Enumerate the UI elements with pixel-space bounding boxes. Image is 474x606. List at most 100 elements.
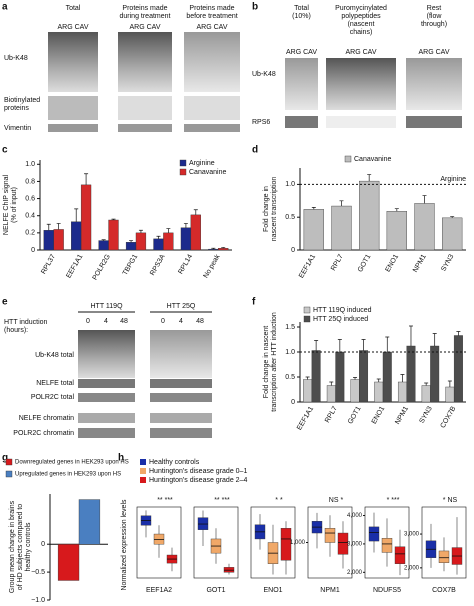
x-tick-label: POLR2G — [92, 253, 112, 281]
y-tick-label: 0.5 — [285, 374, 295, 381]
bar — [406, 345, 416, 403]
error-bar — [337, 339, 342, 352]
legend-swatch — [140, 459, 146, 465]
panel-letter: h — [118, 453, 124, 464]
bar — [311, 350, 321, 403]
y-tick-label: 0 — [31, 247, 35, 254]
blot-header: Proteins made — [189, 5, 234, 12]
bar — [53, 229, 64, 251]
blot-header: (flow — [427, 13, 443, 20]
x-tick-label: EEF1A1 — [65, 253, 84, 279]
blot-image — [406, 58, 462, 110]
bar — [445, 386, 455, 403]
panel-letter: e — [2, 297, 8, 308]
gene-label: NPM1 — [320, 587, 340, 594]
blot-image — [150, 413, 212, 423]
legend-label: Healthy controls — [149, 459, 200, 466]
x-tick-label: NPM1 — [394, 405, 410, 425]
construct-label: HTT 119Q — [90, 303, 123, 310]
lane-label: ARG CAV — [419, 49, 450, 56]
y-tick-label: 0.5 — [285, 214, 295, 221]
legend-label: Downregulated genes in HEK293 upon HS — [15, 460, 129, 466]
blot-image — [48, 124, 98, 132]
gene-label: ENO1 — [263, 587, 282, 594]
blot-header: (10%) — [292, 13, 311, 20]
y-axis-label: NELFE ChIP signal — [3, 174, 10, 235]
blot-image — [184, 96, 240, 120]
x-tick-label: RPL14 — [177, 253, 194, 275]
bar — [180, 227, 192, 251]
bar — [190, 214, 201, 251]
box — [438, 550, 450, 563]
x-tick-label: GOT1 — [347, 405, 363, 425]
row-label: POLR2C chromatin — [13, 430, 74, 437]
bar — [57, 544, 80, 581]
row-label: proteins — [4, 105, 29, 112]
legend-label: Arginine — [189, 160, 215, 167]
bar — [108, 219, 119, 251]
legend-swatch — [5, 458, 13, 466]
error-bar — [314, 340, 319, 351]
blot-image — [48, 96, 98, 120]
blot-header: before treatment — [186, 13, 237, 20]
y-axis-label: Normalized expression levels — [121, 499, 128, 591]
error-bar — [74, 208, 79, 222]
bar — [125, 242, 137, 251]
x-tick-label: GOT1 — [357, 253, 373, 273]
bar — [442, 217, 463, 251]
subplot-frame — [250, 506, 296, 579]
y-axis-label: of HD subjects compared to — [17, 504, 24, 590]
error-bar — [450, 216, 455, 218]
blot-header: Total — [66, 5, 81, 12]
blot-header: Proteins made — [122, 5, 167, 12]
legend-swatch — [344, 155, 352, 163]
blot-header: during treatment — [120, 13, 171, 20]
error-bar — [394, 208, 399, 212]
y-tick-label: 1.5 — [285, 324, 295, 331]
x-tick-label: EEF1A1 — [298, 253, 317, 279]
error-bar — [101, 239, 106, 241]
x-tick-label: RPL7 — [330, 253, 345, 272]
error-bar — [339, 200, 344, 207]
induction-label: (hours): — [4, 327, 28, 334]
box — [394, 546, 406, 565]
legend-label: Canavanine — [354, 156, 391, 163]
bar — [359, 350, 369, 403]
x-tick-label: EEF1A1 — [296, 405, 315, 431]
significance: NS * — [329, 497, 344, 504]
significance: * *** — [387, 497, 400, 504]
row-label: Ub-K48 total — [35, 352, 74, 359]
y-axis-label: healthy controls — [25, 522, 32, 572]
error-bar — [400, 374, 405, 382]
panel-letter: c — [2, 145, 8, 156]
y-axis-label: nascent transcription — [271, 177, 278, 242]
row-label: Vimentin — [4, 125, 31, 132]
gene-label: GOT1 — [206, 587, 225, 594]
error-bar — [385, 336, 390, 352]
blot-image — [285, 116, 318, 128]
panel-letter: d — [252, 145, 258, 156]
error-bar — [305, 376, 310, 380]
error-bar — [84, 173, 89, 185]
legend-swatch — [179, 159, 187, 167]
panel-letter: g — [2, 453, 8, 464]
gene-label: COX7B — [432, 587, 456, 594]
gene-label: EEF1A2 — [146, 587, 172, 594]
y-tick-label: 0 — [41, 541, 45, 548]
row-label: NELFE chromatin — [19, 415, 74, 422]
hour-label: 48 — [196, 318, 204, 325]
y-axis-label: Fold change in — [263, 186, 270, 232]
y-tick-label: 0.6 — [25, 195, 35, 202]
blot-image — [150, 428, 212, 438]
error-bar — [367, 174, 372, 182]
bar — [218, 248, 229, 251]
y-tick-label: 0.8 — [25, 178, 35, 185]
x-tick-label: COX7B — [440, 405, 458, 429]
bar — [335, 351, 345, 403]
bar — [430, 345, 440, 403]
bar — [78, 499, 101, 545]
y-tick-label: 1,000 — [290, 540, 306, 546]
y-tick-label: 2,000 — [347, 570, 363, 576]
significance: * NS — [443, 497, 458, 504]
hour-label: 4 — [104, 318, 108, 325]
